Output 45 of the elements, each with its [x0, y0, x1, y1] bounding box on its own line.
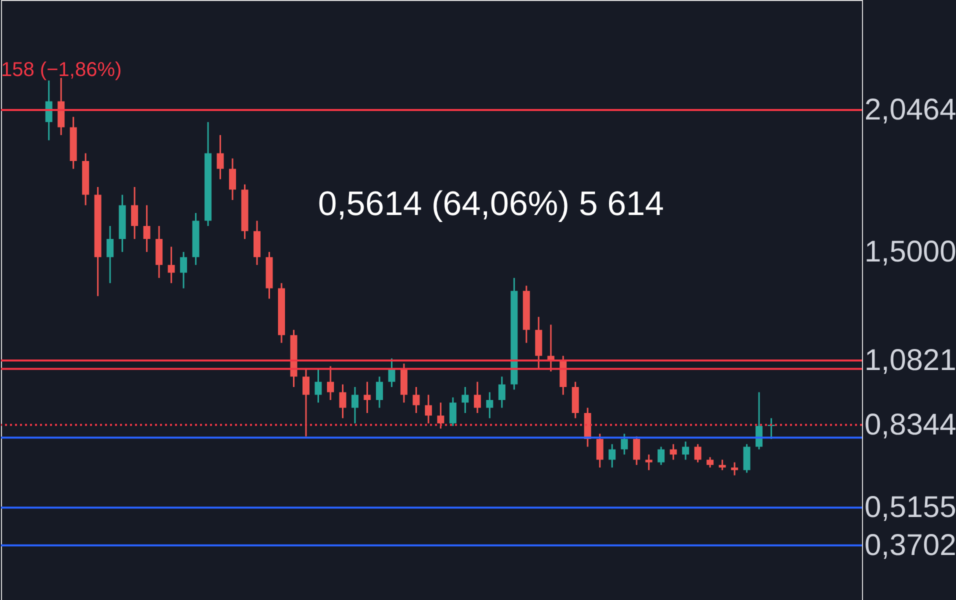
candlestick [756, 391, 763, 450]
candlestick [462, 386, 469, 414]
candlestick [388, 358, 396, 388]
candlestick [731, 462, 738, 476]
candlestick [106, 225, 114, 284]
candlestick [339, 384, 346, 419]
candlestick [633, 436, 640, 466]
y-tick-label: 1,5000 [864, 235, 956, 268]
candlestick [364, 381, 371, 414]
candlestick [376, 376, 383, 409]
candlestick [706, 456, 714, 468]
candlestick [670, 443, 677, 460]
candlestick [229, 158, 236, 201]
annotation: 158 (−1,86%) [1, 59, 122, 81]
candlestick [694, 443, 702, 464]
candlestick [645, 454, 652, 471]
candlestick [302, 368, 310, 438]
candlestick [351, 386, 358, 424]
y-tick-label: 0,3702 [864, 528, 956, 562]
candlestick [180, 251, 188, 290]
candlestick [424, 394, 432, 424]
candlestick [143, 204, 150, 253]
y-tick-label: 0,5155 [864, 491, 956, 524]
candlestick [326, 365, 334, 401]
candlestick [437, 402, 444, 430]
candlestick [743, 443, 750, 474]
candlestick [682, 440, 690, 460]
candlestick [216, 134, 224, 180]
y-tick-label: 1,0821 [864, 344, 956, 377]
candlestick [168, 246, 175, 284]
y-tick-label: 2,0464 [864, 94, 956, 127]
candlestick [620, 433, 628, 456]
candlestick [449, 396, 456, 427]
candlestick [486, 391, 494, 419]
candlestick [474, 381, 481, 414]
candlestick [596, 433, 604, 468]
candlestick [314, 368, 322, 404]
candlestick [131, 186, 138, 240]
annotation: 0,5614 (64,06%) 5 614 [318, 185, 664, 223]
y-tick-label: 0,8344 [864, 408, 956, 442]
candlestick [658, 446, 665, 466]
candlestick [412, 386, 420, 414]
candlestick [718, 458, 726, 471]
candlestick [498, 376, 506, 409]
candlestick [608, 443, 616, 468]
